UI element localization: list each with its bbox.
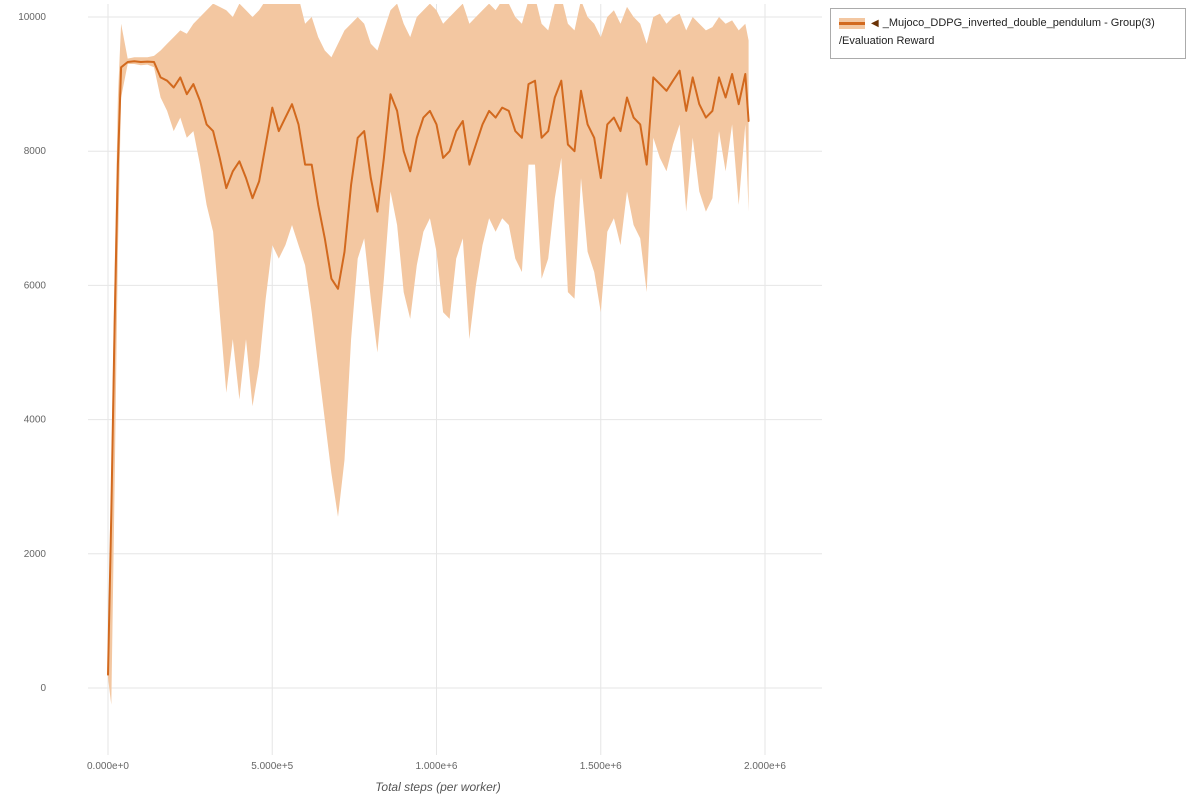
mean-reward-line [107,60,750,676]
collapse-icon[interactable]: ◀ [871,18,879,29]
y-tick-label: 6000 [24,280,47,291]
tick-labels: 0 2000 4000 6000 8000 10000 0.000e+0 5.000e+5 1.… [18,12,786,772]
x-tick-label: 1.000e+6 [416,761,458,772]
x-tick-label: 1.500e+6 [580,761,622,772]
series-line-icon [839,22,865,25]
y-tick-label: 2000 [24,549,47,560]
y-tick-label: 0 [40,683,46,694]
y-tick-label: 8000 [24,146,47,157]
legend: ◀ _Mujoco_DDPG_inverted_double_pendulum … [830,8,1186,59]
y-tick-label: 10000 [18,12,46,23]
legend-series-label: _Mujoco_DDPG_inverted_double_pendulum - … [882,17,1155,29]
legend-metric-label: /Evaluation Reward [839,35,935,47]
x-tick-label: 2.000e+6 [744,761,786,772]
y-tick-label: 4000 [24,415,47,426]
legend-item[interactable]: ◀ _Mujoco_DDPG_inverted_double_pendulum … [839,16,1177,31]
x-tick-label: 5.000e+5 [251,761,293,772]
x-axis-title: Total steps (per worker) [375,780,501,794]
x-tick-label: 0.000e+0 [87,761,129,772]
confidence-band [108,4,749,705]
series-swatch-icon [839,18,865,29]
